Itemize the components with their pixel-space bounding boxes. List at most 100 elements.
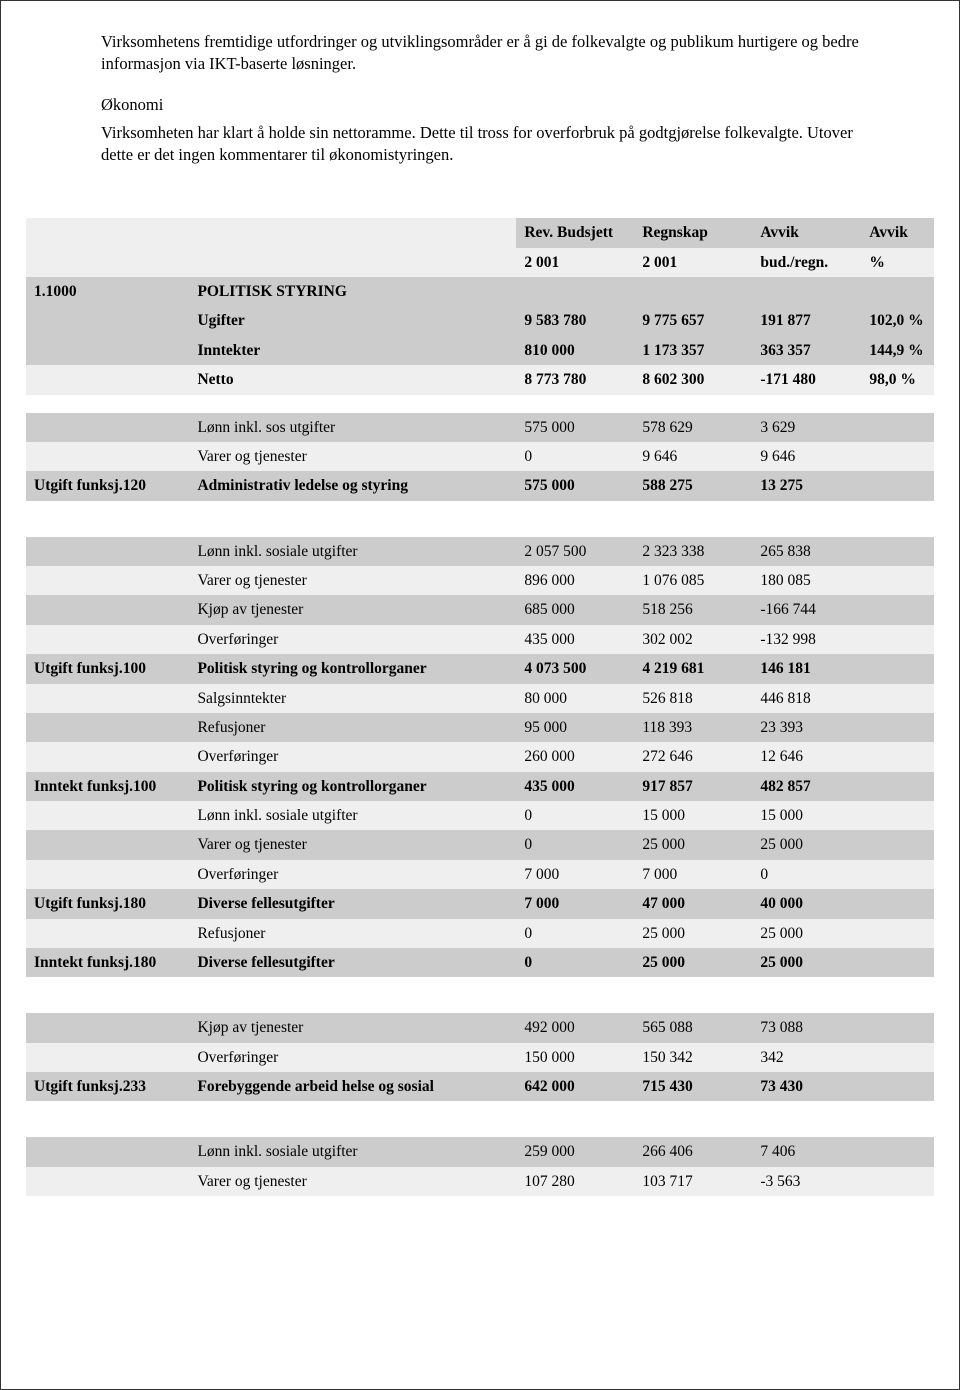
table-cell [26, 413, 189, 442]
table-cell: -132 998 [752, 625, 861, 654]
table-cell [26, 442, 189, 471]
table-cell: 25 000 [752, 948, 861, 977]
table-cell [861, 684, 934, 713]
table-cell: 4 073 500 [516, 654, 634, 683]
table-row [26, 395, 934, 413]
table-cell: 2 323 338 [634, 537, 752, 566]
table-row: Varer og tjenester09 6469 646 [26, 442, 934, 471]
table-cell [861, 595, 934, 624]
table-cell: 0 [752, 860, 861, 889]
table-cell [26, 860, 189, 889]
table-row: Utgift funksj.100Politisk styring og kon… [26, 654, 934, 683]
table-cell: 40 000 [752, 889, 861, 918]
table-cell: 25 000 [752, 919, 861, 948]
table-cell [861, 277, 934, 306]
table-cell: 446 818 [752, 684, 861, 713]
table-cell: 1.1000 [26, 277, 189, 306]
table-cell: 150 342 [634, 1043, 752, 1072]
table-cell [861, 1137, 934, 1166]
table-row [26, 1119, 934, 1137]
table-row [26, 1101, 934, 1119]
table-cell: Netto [189, 365, 516, 394]
table-cell: 715 430 [634, 1072, 752, 1101]
header-rev-budsjett: Rev. Budsjett [516, 218, 634, 247]
table-cell [26, 306, 189, 335]
table-cell: 9 646 [634, 442, 752, 471]
table-cell: 2 057 500 [516, 537, 634, 566]
table-row: Lønn inkl. sos utgifter575 000578 6293 6… [26, 413, 934, 442]
table-cell: 7 000 [634, 860, 752, 889]
table-cell: 98,0 % [861, 365, 934, 394]
table-header-row-1: Rev. Budsjett Regnskap Avvik Avvik [26, 218, 934, 247]
table-cell: Lønn inkl. sosiale utgifter [189, 1137, 516, 1166]
table-cell: 80 000 [516, 684, 634, 713]
header-regnskap: Regnskap [634, 218, 752, 247]
table-cell [26, 919, 189, 948]
table-cell: 25 000 [752, 830, 861, 859]
table-cell: Lønn inkl. sosiale utgifter [189, 537, 516, 566]
table-cell [26, 566, 189, 595]
table-cell [26, 365, 189, 394]
table-cell [861, 742, 934, 771]
table-cell [26, 1167, 189, 1196]
table-cell: 917 857 [634, 772, 752, 801]
table-cell: Inntekter [189, 336, 516, 365]
table-cell: Overføringer [189, 742, 516, 771]
table-cell: 73 088 [752, 1013, 861, 1042]
header-pct: % [861, 248, 934, 277]
table-cell: Lønn inkl. sosiale utgifter [189, 801, 516, 830]
table-cell: 103 717 [634, 1167, 752, 1196]
table-cell: 8 602 300 [634, 365, 752, 394]
table-row [26, 977, 934, 995]
table-cell: Utgift funksj.233 [26, 1072, 189, 1101]
table-row: Overføringer260 000272 64612 646 [26, 742, 934, 771]
table-cell: Refusjoner [189, 919, 516, 948]
table-cell: Administrativ ledelse og styring [189, 471, 516, 500]
table-row: Utgift funksj.120Administrativ ledelse o… [26, 471, 934, 500]
table-cell: Varer og tjenester [189, 830, 516, 859]
table-cell: 95 000 [516, 713, 634, 742]
table-cell: 482 857 [752, 772, 861, 801]
table-cell [861, 537, 934, 566]
table-row: Refusjoner95 000118 39323 393 [26, 713, 934, 742]
table-cell [861, 654, 934, 683]
table-cell: 118 393 [634, 713, 752, 742]
table-cell: Varer og tjenester [189, 1167, 516, 1196]
table-cell: 0 [516, 801, 634, 830]
table-row: Lønn inkl. sosiale utgifter015 00015 000 [26, 801, 934, 830]
table-row: Refusjoner025 00025 000 [26, 919, 934, 948]
table-cell: 518 256 [634, 595, 752, 624]
table-row [26, 501, 934, 519]
table-row: Varer og tjenester896 0001 076 085180 08… [26, 566, 934, 595]
table-cell [861, 566, 934, 595]
table-row: Lønn inkl. sosiale utgifter2 057 5002 32… [26, 537, 934, 566]
table-cell: 7 406 [752, 1137, 861, 1166]
table-cell: 7 000 [516, 860, 634, 889]
table-cell: 578 629 [634, 413, 752, 442]
table-cell: 4 219 681 [634, 654, 752, 683]
table-cell: Ugifter [189, 306, 516, 335]
table-cell [26, 713, 189, 742]
table-cell: 9 646 [752, 442, 861, 471]
table-cell [26, 1013, 189, 1042]
table-row: Overføringer7 0007 0000 [26, 860, 934, 889]
table-cell: 3 629 [752, 413, 861, 442]
table-row [26, 519, 934, 537]
table-row: Varer og tjenester025 00025 000 [26, 830, 934, 859]
table-cell [861, 772, 934, 801]
table-cell [861, 713, 934, 742]
table-cell [861, 860, 934, 889]
table-cell: 23 393 [752, 713, 861, 742]
table-cell [861, 889, 934, 918]
table-row: 1.1000POLITISK STYRING [26, 277, 934, 306]
budget-table: Rev. Budsjett Regnskap Avvik Avvik 2 001… [26, 218, 934, 1196]
table-cell [26, 537, 189, 566]
table-cell: 1 173 357 [634, 336, 752, 365]
table-row: Inntekter810 0001 173 357363 357144,9 % [26, 336, 934, 365]
table-cell: 302 002 [634, 625, 752, 654]
table-cell: Politisk styring og kontrollorganer [189, 772, 516, 801]
table-cell: Inntekt funksj.100 [26, 772, 189, 801]
table-cell [861, 830, 934, 859]
intro-text: Virksomhetens fremtidige utfordringer og… [101, 31, 859, 166]
table-cell: Salgsinntekter [189, 684, 516, 713]
